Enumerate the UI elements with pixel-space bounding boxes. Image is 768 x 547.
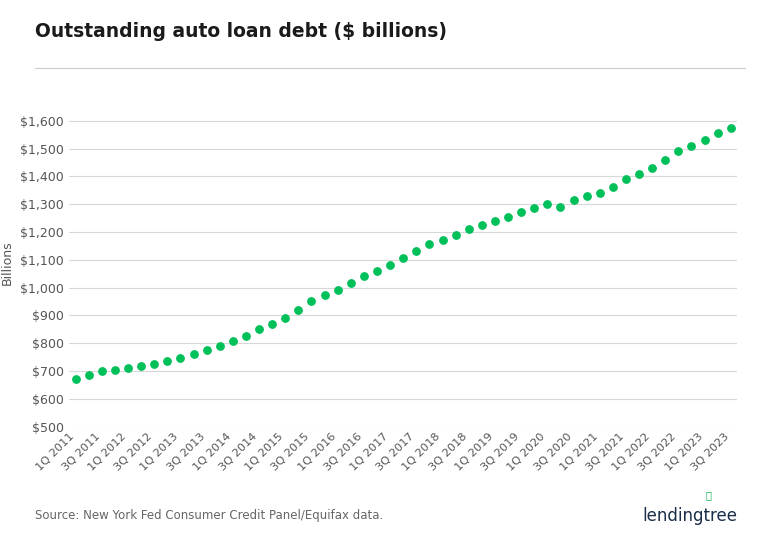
Point [488,217,501,225]
Point [397,254,409,263]
Point [554,202,567,211]
Point [332,286,344,295]
Point [620,174,632,183]
Point [70,375,82,383]
Point [685,141,697,150]
Point [515,208,528,217]
Point [568,196,580,205]
Point [214,342,226,351]
Point [279,313,291,322]
Point [672,147,684,156]
Point [423,240,435,249]
Point [528,204,541,213]
Point [371,266,383,275]
Point [436,236,449,245]
Point [646,164,658,172]
Point [633,169,645,178]
Point [319,291,331,300]
Point [200,346,213,354]
Point [293,306,305,315]
Point [659,155,671,164]
Point [187,350,200,359]
Point [148,360,161,369]
Point [240,332,252,341]
Point [462,225,475,234]
Point [698,136,710,144]
Text: 🌿: 🌿 [705,491,711,501]
Point [711,129,723,138]
Point [502,212,514,221]
Point [96,366,108,375]
Point [109,365,121,374]
Point [594,189,606,197]
Point [541,200,554,208]
Point [135,362,147,370]
Point [607,183,619,192]
Point [345,279,357,288]
Point [83,371,95,380]
Point [174,353,187,362]
Point [253,325,265,334]
Point [122,364,134,373]
Point [724,123,737,132]
Y-axis label: Billions: Billions [1,240,14,285]
Point [306,297,318,306]
Point [449,230,462,239]
Text: Outstanding auto loan debt ($ billions): Outstanding auto loan debt ($ billions) [35,22,446,41]
Point [358,272,370,281]
Point [410,247,422,256]
Point [581,191,593,200]
Point [227,336,239,345]
Point [384,261,396,270]
Point [266,319,278,328]
Point [475,220,488,229]
Text: Source: New York Fed Consumer Credit Panel/Equifax data.: Source: New York Fed Consumer Credit Pan… [35,509,382,522]
Text: lendingtree: lendingtree [642,507,737,525]
Point [161,357,174,366]
